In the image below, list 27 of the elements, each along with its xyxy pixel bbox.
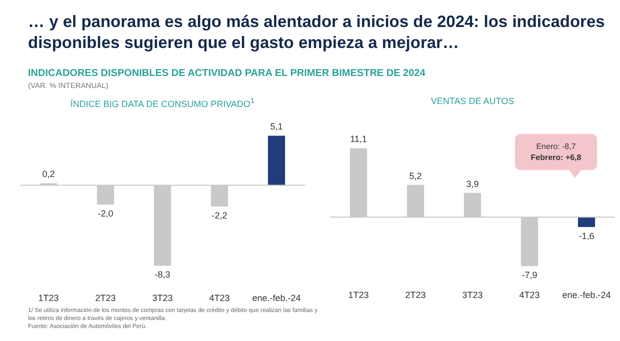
data-label: -2,2 bbox=[212, 210, 228, 221]
x-tick-label: 4T23 bbox=[209, 293, 230, 304]
x-tick-label: ene.-feb.-24 bbox=[252, 293, 301, 304]
chart-title: ÍNDICE BIG DATA DE CONSUMO PRIVADO$^{1}$ bbox=[69, 96, 256, 109]
data-label: 3,9 bbox=[466, 178, 479, 189]
data-label: 0,2 bbox=[42, 169, 55, 180]
text: INDICADORES DISPONIBLES DE ACTIVIDAD PARA EL PRIMER BIMESTRE DE 2024 bbox=[28, 68, 426, 79]
chart-title: VENTAS DE AUTOS bbox=[430, 96, 516, 106]
data-label: -2,0 bbox=[98, 208, 114, 219]
data-label: 11,1 bbox=[350, 134, 367, 144]
data-label: -7,9 bbox=[522, 270, 538, 280]
data-label: -1,6 bbox=[578, 231, 594, 242]
x-tick-label: 3T23 bbox=[462, 290, 483, 300]
x-tick-label: 1T23 bbox=[38, 293, 59, 304]
annotation: Enero: -8,7 bbox=[535, 141, 577, 152]
text: … y el panorama es algo más alentador a inicios de 2024: los indicadores disponibles sugieren que el gasto empieza a mejorar… bbox=[28, 12, 606, 54]
x-tick-label: 2T23 bbox=[95, 293, 116, 304]
x-tick-label: ene.-feb.-24 bbox=[562, 290, 611, 300]
x-tick-label: 3T23 bbox=[152, 293, 173, 304]
x-tick-label: 4T23 bbox=[519, 290, 540, 300]
data-label: -8,3 bbox=[154, 270, 170, 280]
data-label: 5,1 bbox=[270, 122, 283, 132]
bar bbox=[578, 217, 596, 228]
x-tick-label: 1T23 bbox=[348, 290, 369, 300]
data-label: 5,2 bbox=[409, 170, 422, 181]
x-tick-label: 2T23 bbox=[405, 290, 426, 300]
annotation: Febrero: +6,8 bbox=[530, 152, 582, 163]
